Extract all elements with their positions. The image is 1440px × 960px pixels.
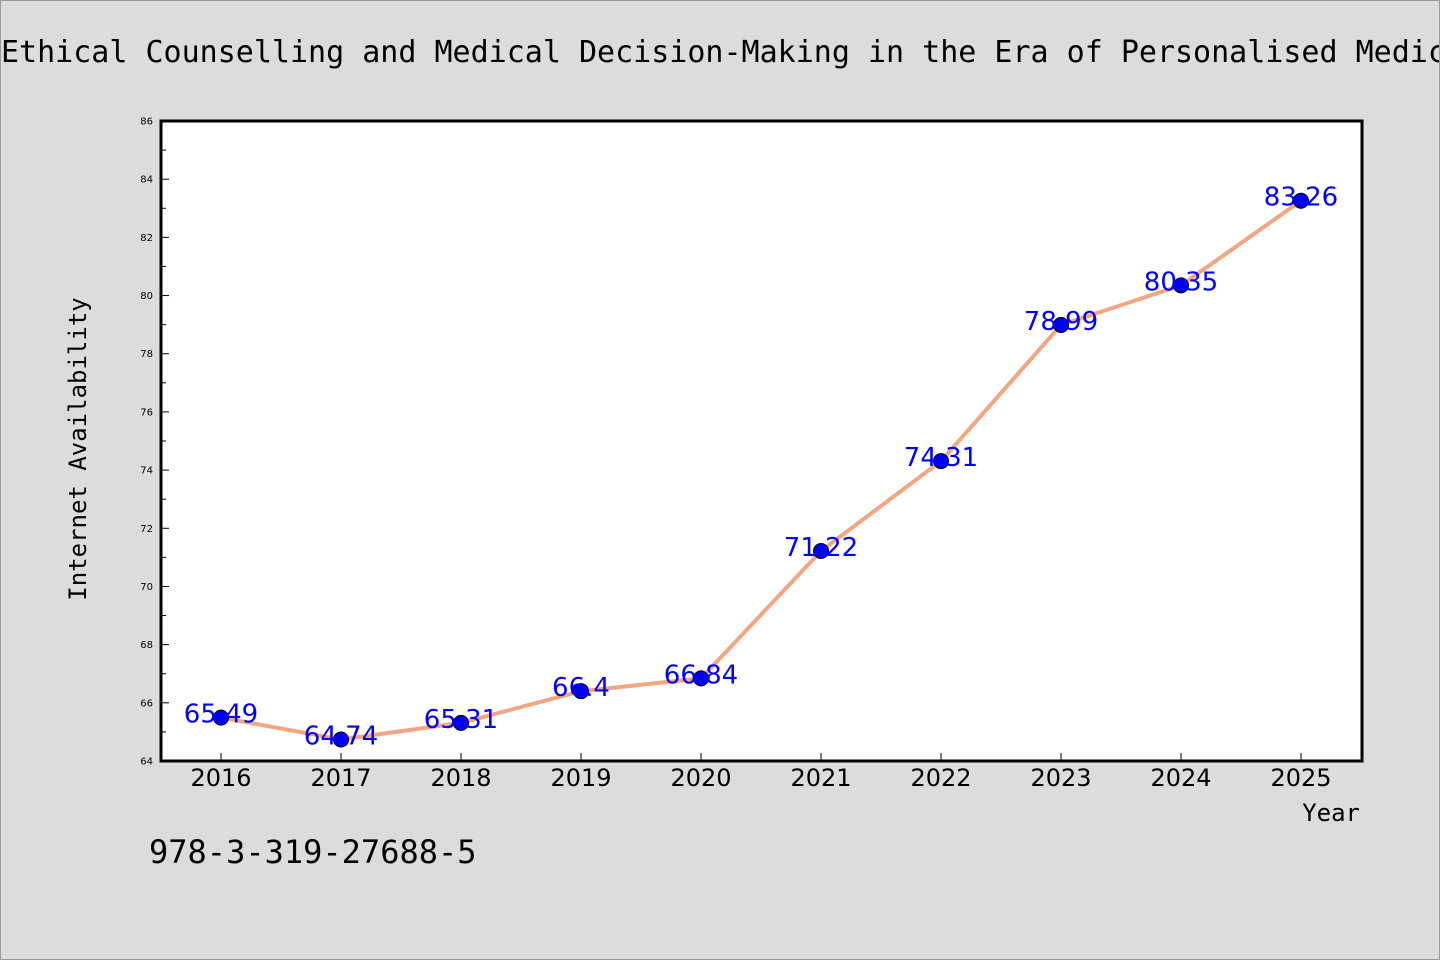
plot-area — [159, 119, 1364, 763]
data-point-marker — [573, 683, 589, 700]
data-label: 65.49 — [184, 700, 258, 730]
x-tick-label: 2023 — [1030, 764, 1091, 792]
data-point-marker — [813, 542, 829, 559]
data-point-marker — [933, 453, 949, 470]
data-label: 64.74 — [304, 721, 378, 751]
data-label: 66.4 — [552, 673, 610, 703]
y-tick-label: 76 — [140, 407, 153, 418]
y-axis-title: Internet Availability — [64, 297, 92, 600]
data-point-marker — [213, 709, 229, 726]
series-line — [219, 198, 1303, 742]
y-tick-label: 78 — [140, 349, 153, 360]
y-tick-label: 64 — [140, 757, 153, 768]
y-tick-label: 86 — [140, 117, 153, 128]
data-label: 71.22 — [784, 533, 858, 563]
y-tick-label: 80 — [140, 291, 153, 302]
y-tick-label: 70 — [140, 582, 153, 593]
data-point-marker — [333, 731, 349, 748]
data-point-marker — [1053, 316, 1069, 333]
x-tick-label: 2025 — [1270, 764, 1331, 792]
data-point-marker — [453, 714, 469, 731]
x-tick-label: 2022 — [910, 764, 971, 792]
data-point-marker — [1293, 192, 1309, 209]
data-label: 80.35 — [1144, 267, 1218, 297]
x-tick-label: 2021 — [790, 764, 851, 792]
x-tick-label: 2024 — [1150, 764, 1211, 792]
x-tick-label: 2019 — [550, 764, 611, 792]
x-tick-label: 2020 — [670, 764, 731, 792]
y-tick-label: 82 — [140, 233, 153, 244]
data-label: 78.99 — [1024, 307, 1098, 337]
y-tick-label: 72 — [140, 524, 153, 535]
y-tick-label: 74 — [140, 466, 153, 477]
x-tick-label: 2016 — [190, 764, 251, 792]
y-tick-label: 68 — [140, 640, 153, 651]
data-label: 65.31 — [424, 705, 498, 735]
data-label: 83.26 — [1264, 183, 1338, 213]
x-axis-title: Year — [1302, 799, 1360, 827]
data-point-marker — [693, 670, 709, 687]
data-point-marker — [1173, 277, 1189, 294]
isbn-label: 978-3-319-27688-5 — [149, 833, 477, 871]
data-label: 74.31 — [904, 443, 978, 473]
x-tick-label: 2018 — [430, 764, 491, 792]
chart-title: Ethical Counselling and Medical Decision… — [1, 35, 1440, 70]
y-tick-label: 66 — [140, 698, 153, 709]
y-tick-label: 84 — [140, 175, 153, 186]
x-tick-label: 2017 — [310, 764, 371, 792]
data-label: 66.84 — [664, 660, 738, 690]
